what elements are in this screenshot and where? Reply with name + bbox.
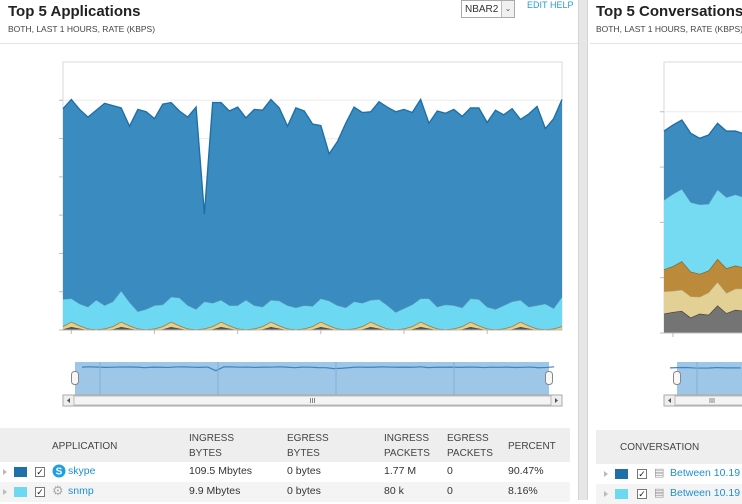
series-color-swatch [615, 469, 628, 479]
chevron-down-icon[interactable]: ⌄ [501, 1, 514, 17]
ingress-packets: 80 k [384, 485, 404, 497]
expand-arrow-icon[interactable] [604, 471, 608, 477]
area-series-series-4 [664, 120, 742, 205]
egress-bytes: 0 bytes [287, 465, 321, 477]
col-conversation[interactable]: CONVERSATION [620, 442, 700, 453]
panel-subtitle: BOTH, LAST 1 HOURS, RATE (KBPS) [596, 24, 742, 34]
ingress-bytes: 109.5 Mbytes [189, 465, 253, 477]
col-application[interactable]: APPLICATION [52, 441, 118, 452]
series-checkbox[interactable]: ✓ [637, 469, 647, 479]
series-checkbox[interactable]: ✓ [637, 489, 647, 499]
series-line-skype [62, 97, 563, 215]
conversations-chart [660, 61, 742, 407]
navigator-right-handle[interactable] [545, 371, 553, 385]
series-line-series-3 [663, 188, 742, 206]
panel-title: Top 5 Conversations [596, 3, 742, 20]
area-series-snmp [63, 290, 562, 330]
navigator-series-line [81, 366, 555, 372]
ingress-bytes: 9.9 Mbytes [189, 485, 241, 497]
help-link[interactable]: HELP [550, 0, 574, 10]
table-row[interactable]: ✓ ⚙ snmp 9.9 Mbytes 0 bytes 80 k 0 8.16% [0, 482, 570, 502]
series-color-swatch [14, 467, 27, 477]
percent: 90.47% [508, 465, 544, 477]
scroll-right-arrow-icon[interactable] [555, 398, 558, 403]
scroll-left-arrow-icon[interactable] [67, 398, 70, 403]
panel-divider [578, 0, 588, 500]
col-egress-bytes[interactable]: EGRESS BYTES [287, 433, 329, 459]
area-series-series-1 [63, 322, 562, 330]
panel-subtitle: BOTH, LAST 1 HOURS, RATE (KBPS) [8, 24, 156, 34]
col-ingress-packets[interactable]: INGRESS PACKETS [384, 433, 430, 459]
svg-text:S: S [56, 467, 63, 478]
egress-packets: 0 [447, 485, 453, 497]
select-value: NBAR2 [465, 4, 499, 15]
percent: 8.16% [508, 485, 538, 497]
gear-icon: ⚙ [52, 483, 64, 498]
col-ingress-bytes[interactable]: INGRESS BYTES [189, 433, 235, 459]
col-egress-packets[interactable]: EGRESS PACKETS [447, 433, 493, 459]
expand-arrow-icon[interactable] [3, 469, 7, 475]
table-row[interactable]: ✓ ▤ Between 10.19 [596, 484, 742, 504]
area-series-skype [63, 99, 562, 313]
ingress-packets: 1.77 M [384, 465, 417, 477]
area-series-series-1 [664, 282, 742, 318]
series-checkbox[interactable]: ✓ [35, 487, 45, 497]
table-row[interactable]: ✓ ▤ Between 10.19 [596, 464, 742, 484]
series-checkbox[interactable]: ✓ [35, 467, 45, 477]
area-series-series-2 [664, 258, 742, 298]
header-divider [0, 43, 578, 44]
table-row[interactable]: ✓ S skype 109.5 Mbytes 0 bytes 1.77 M 0 … [0, 462, 570, 482]
applications-chart [59, 61, 563, 407]
col-percent[interactable]: PERCENT [508, 441, 556, 452]
edit-link[interactable]: EDIT [527, 0, 548, 10]
egress-packets: 0 [447, 465, 453, 477]
application-link[interactable]: snmp [68, 485, 94, 497]
application-link[interactable]: skype [68, 465, 96, 477]
conversation-link[interactable]: Between 10.19 [670, 467, 741, 479]
classification-select[interactable]: NBAR2 ⌄ [461, 0, 515, 18]
series-color-swatch [14, 487, 27, 497]
navigator-left-handle[interactable] [71, 371, 79, 385]
area-series-series-3 [664, 189, 742, 274]
scroll-left-arrow-icon[interactable] [668, 398, 671, 403]
skype-icon: S [52, 464, 66, 478]
panel-title: Top 5 Applications [8, 3, 141, 20]
conversations-table-header: CONVERSATION [596, 430, 742, 464]
conversation-icon: ▤ [654, 467, 665, 479]
egress-bytes: 0 bytes [287, 485, 321, 497]
series-line-series-4 [663, 119, 742, 140]
series-color-swatch [615, 489, 628, 499]
conversation-link[interactable]: Between 10.19 [670, 487, 741, 499]
header-divider [590, 43, 742, 44]
expand-arrow-icon[interactable] [604, 491, 608, 497]
navigator-left-handle[interactable] [673, 371, 681, 385]
scrollbar-thumb[interactable] [674, 395, 742, 406]
conversation-icon: ▤ [654, 487, 665, 499]
applications-table-header: APPLICATION INGRESS BYTES EGRESS BYTES I… [0, 428, 570, 462]
expand-arrow-icon[interactable] [3, 489, 7, 495]
navigator-series-line [669, 366, 741, 369]
